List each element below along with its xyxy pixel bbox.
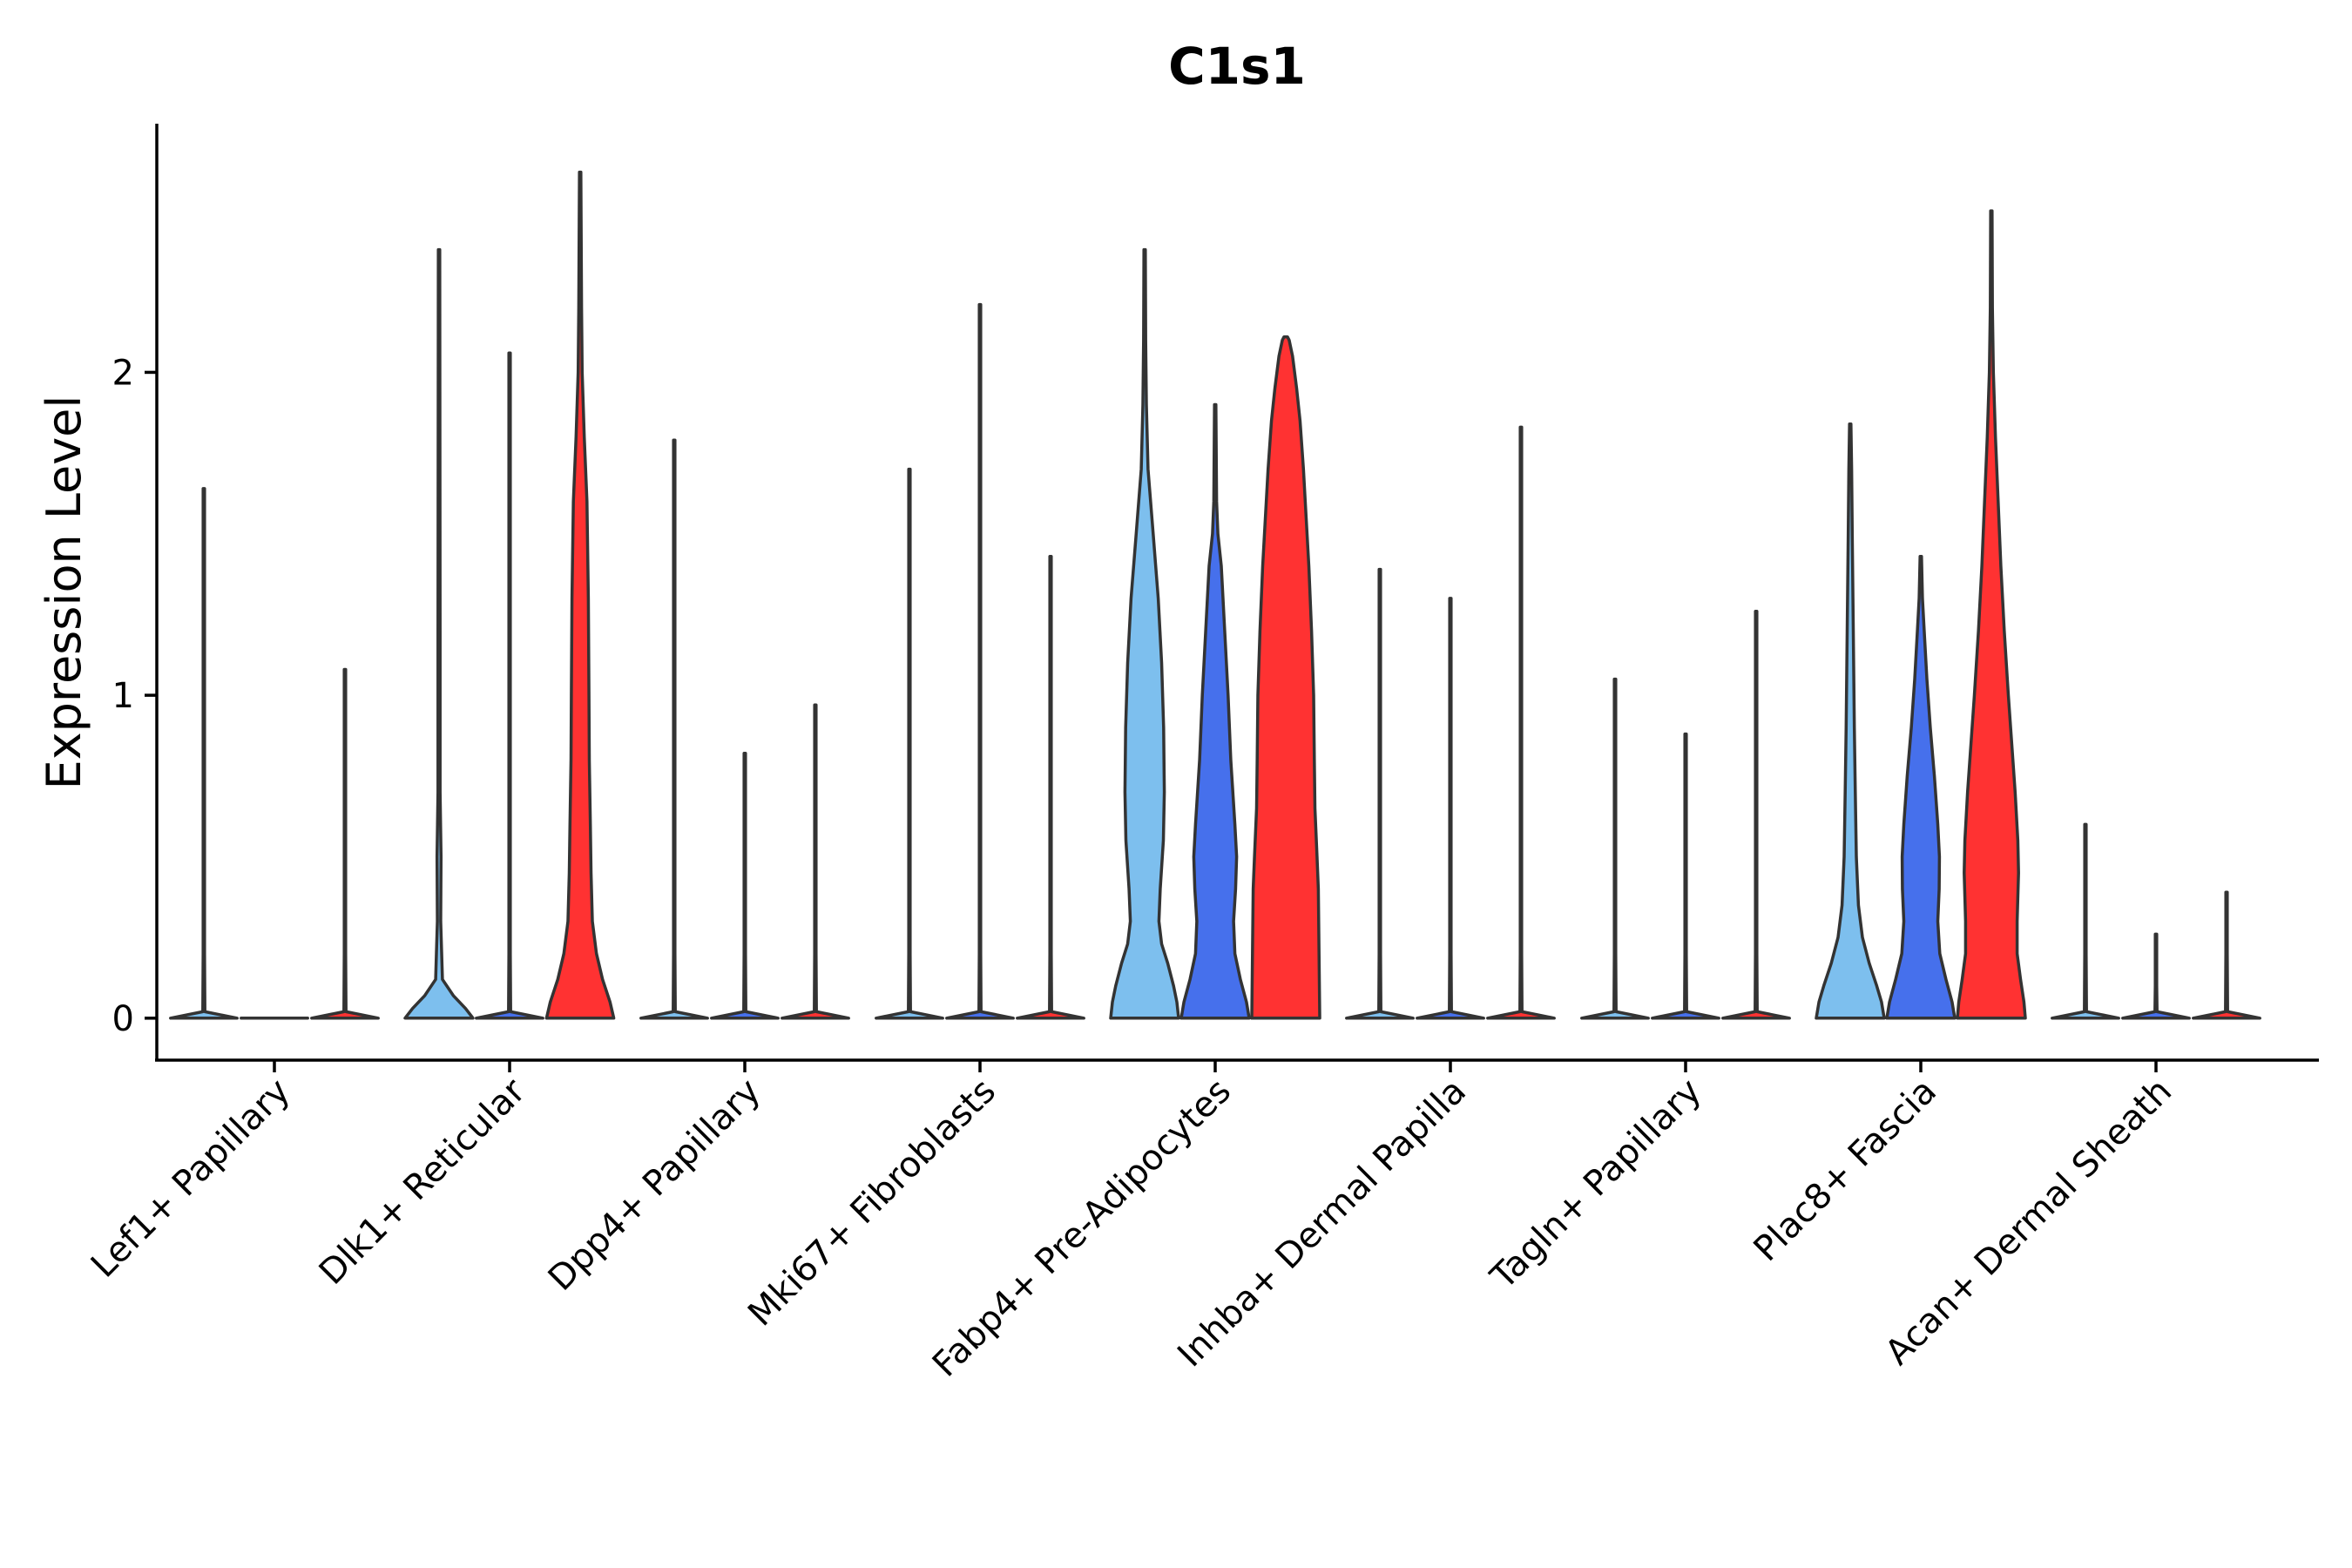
x-tick-label: Dpp4+ Papillary [541,1071,768,1299]
violin-inhba-dermal-papilla-2 [1486,425,1556,1020]
violin-dpp4-papillary-0 [639,438,709,1020]
violin-plac8-fascia-1 [1885,554,1957,1020]
violin-layer [169,170,2261,1020]
violin-acan-dermal-sheath-0 [2051,822,2120,1020]
violin-inhba-dermal-papilla-0 [1345,567,1415,1020]
violin-fabp4-pre-adipocytes-1 [1179,402,1251,1020]
x-tick-label: Plac8+ Fascia [1747,1071,1945,1270]
violin-dlk1-reticular-1 [475,351,544,1020]
x-tick-label: Mki67+ Fibroblasts [740,1071,1004,1335]
x-axis-ticks: Lef1+ Papillary Dlk1+ Reticular Dpp4+ Papi… [84,1060,2180,1385]
y-axis-ticks: 0 1 2 [112,353,157,1039]
x-tick-label: Tagln+ Papillary [1483,1071,1709,1298]
violin-dlk1-reticular-2 [544,170,616,1020]
violin-lef1-papillary-2 [310,667,380,1020]
violin-fabp4-pre-adipocytes-2 [1250,335,1321,1020]
violin-tagln-papillary-0 [1580,677,1650,1020]
violin-lef1-papillary-0 [169,487,239,1020]
violin-dpp4-papillary-1 [710,752,780,1020]
violin-acan-dermal-sheath-2 [2192,890,2261,1020]
y-axis-label: Expression Level [37,395,91,790]
violin-fabp4-pre-adipocytes-0 [1109,247,1180,1020]
violin-mki67-fibroblasts-0 [875,467,944,1020]
violin-tagln-papillary-1 [1651,732,1720,1020]
y-tick-label: 2 [112,353,134,393]
chart-title: C1s1 [1168,37,1306,96]
x-tick-label: Lef1+ Papillary [84,1071,298,1286]
violin-inhba-dermal-papilla-1 [1416,597,1485,1020]
violin-acan-dermal-sheath-1 [2121,932,2191,1020]
violin-mki67-fibroblasts-1 [945,302,1015,1020]
violin-tagln-papillary-2 [1721,609,1791,1020]
y-tick-label: 0 [112,999,134,1039]
violin-dlk1-reticular-0 [403,247,475,1020]
violin-plac8-fascia-2 [1956,209,2027,1020]
violin-plac8-fascia-0 [1815,422,1886,1020]
y-tick-label: 1 [112,676,134,716]
violin-dpp4-papillary-2 [781,703,850,1020]
x-tick-label: Dlk1+ Reticular [312,1071,534,1293]
violin-mki67-fibroblasts-2 [1016,554,1085,1020]
